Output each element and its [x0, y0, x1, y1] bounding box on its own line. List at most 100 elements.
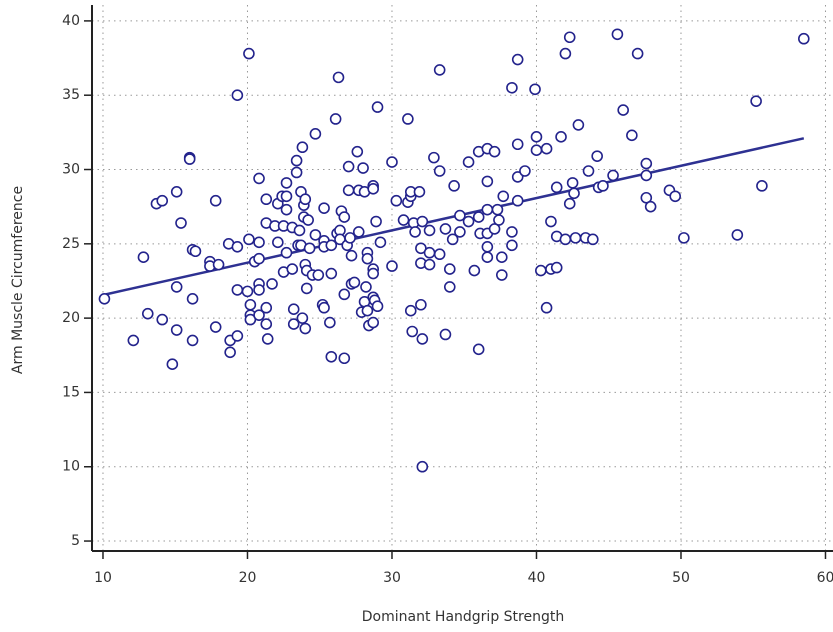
- point: [324, 316, 336, 329]
- point: [506, 81, 518, 94]
- point: [481, 175, 494, 188]
- point: [351, 145, 364, 158]
- point: [318, 202, 330, 214]
- point: [402, 113, 414, 125]
- point: [397, 214, 410, 226]
- point: [231, 89, 244, 102]
- point: [731, 229, 744, 241]
- point: [607, 169, 619, 182]
- point: [170, 324, 183, 336]
- point: [286, 263, 299, 275]
- point: [472, 343, 485, 356]
- point: [545, 215, 557, 228]
- point: [303, 242, 316, 255]
- y-tick-label: 40: [62, 13, 80, 29]
- point: [338, 352, 351, 365]
- point: [443, 263, 456, 275]
- point: [209, 321, 222, 333]
- point: [266, 278, 278, 290]
- point: [626, 129, 638, 142]
- point: [493, 214, 505, 226]
- point: [550, 261, 563, 274]
- point: [296, 312, 309, 324]
- point: [186, 293, 199, 305]
- point: [224, 346, 236, 359]
- point: [344, 232, 356, 244]
- point: [416, 215, 429, 228]
- point: [433, 64, 446, 76]
- point: [287, 318, 300, 330]
- point: [563, 197, 576, 210]
- point: [231, 330, 244, 342]
- point: [550, 181, 563, 194]
- point: [352, 226, 365, 238]
- point: [555, 131, 567, 143]
- point: [272, 236, 284, 249]
- point: [572, 119, 585, 131]
- point: [370, 215, 382, 228]
- point: [300, 282, 313, 295]
- point: [415, 298, 427, 311]
- point: [454, 209, 466, 222]
- point: [361, 252, 374, 265]
- point: [566, 177, 579, 189]
- point: [631, 47, 644, 60]
- point: [756, 180, 768, 192]
- point: [423, 224, 436, 237]
- point: [357, 162, 369, 174]
- point: [390, 194, 403, 207]
- point: [231, 240, 244, 253]
- point: [640, 157, 653, 170]
- x-tick-label: 10: [94, 570, 112, 586]
- point: [280, 177, 293, 189]
- point: [496, 251, 508, 263]
- x-axis-label: Dominant Handgrip Strength: [362, 609, 564, 625]
- point: [302, 214, 314, 226]
- point: [404, 304, 417, 317]
- point: [448, 180, 460, 192]
- point: [582, 165, 595, 177]
- point: [127, 334, 140, 347]
- point: [318, 301, 330, 314]
- point: [386, 156, 398, 168]
- point: [611, 28, 624, 41]
- point: [488, 145, 501, 158]
- point: [243, 47, 255, 60]
- point: [296, 141, 309, 154]
- point: [280, 190, 293, 203]
- point: [446, 233, 459, 246]
- point: [309, 229, 322, 241]
- point: [433, 165, 446, 177]
- point: [563, 31, 576, 44]
- y-axis-label: Arm Muscle Circumference: [10, 186, 26, 374]
- point: [529, 83, 541, 96]
- point: [260, 318, 273, 330]
- point: [243, 233, 255, 246]
- y-tick-label: 15: [62, 384, 80, 400]
- point: [413, 186, 426, 198]
- point: [280, 246, 293, 259]
- point: [166, 358, 179, 370]
- point: [535, 264, 547, 277]
- point: [212, 258, 225, 271]
- point: [312, 269, 325, 281]
- point: [519, 165, 531, 177]
- point: [253, 172, 265, 185]
- point: [261, 333, 274, 345]
- y-tick-label: 10: [62, 459, 80, 475]
- point: [260, 193, 273, 206]
- point: [348, 276, 361, 289]
- point: [540, 301, 553, 314]
- point: [423, 258, 436, 271]
- point: [597, 180, 609, 192]
- point: [472, 211, 485, 223]
- point: [338, 211, 351, 223]
- point: [506, 239, 518, 252]
- point: [175, 217, 187, 229]
- point: [253, 236, 265, 249]
- y-tick-label: 5: [71, 533, 80, 549]
- point: [209, 194, 222, 207]
- point: [416, 333, 429, 345]
